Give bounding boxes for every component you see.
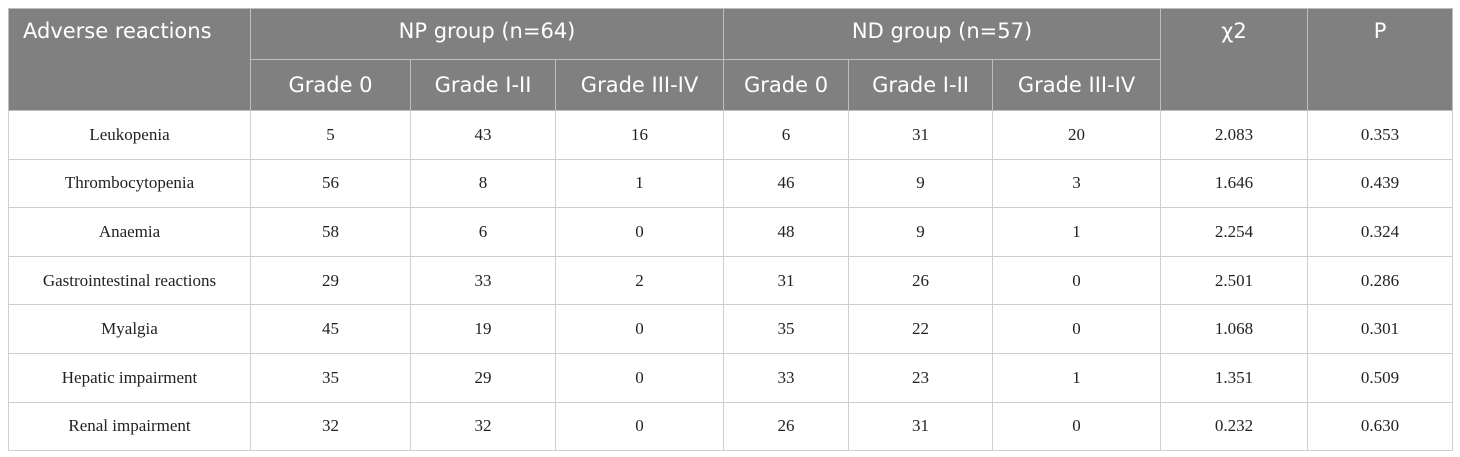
table-row: Myalgia 45 19 0 35 22 0 1.068 0.301: [8, 304, 1454, 354]
table-cell: 32: [410, 401, 556, 452]
group-header: ND group (n=57): [723, 8, 1162, 60]
table-cell: 29: [410, 352, 556, 403]
row-label: Myalgia: [8, 304, 251, 354]
table-cell: 0.439: [1307, 158, 1454, 209]
table-cell: 1.351: [1160, 352, 1309, 403]
table-cell: 0: [554, 207, 725, 257]
table-cell: 0.324: [1307, 207, 1454, 257]
table-cell: 0: [992, 304, 1162, 354]
table-cell: 16: [554, 110, 725, 160]
table-row: Leukopenia 5 43 16 6 31 20 2.083 0.353: [8, 110, 1454, 160]
header-cell: P: [1307, 8, 1454, 111]
table-cell: 26: [848, 255, 994, 306]
table-cell: 22: [848, 304, 994, 354]
table-cell: 0: [554, 401, 725, 452]
table-cell: 26: [723, 401, 850, 452]
table-cell: 32: [250, 401, 411, 452]
table-cell: 3: [992, 158, 1162, 209]
table-cell: 46: [723, 158, 850, 209]
table-cell: 6: [723, 110, 850, 160]
grade-header: Grade III-IV: [992, 59, 1162, 111]
table-cell: 9: [848, 158, 994, 209]
table-cell: 43: [410, 110, 556, 160]
table-cell: 2: [554, 255, 725, 306]
table-row: Gastrointestinal reactions 29 33 2 31 26 0 2.50…: [8, 255, 1454, 306]
table-cell: 33: [410, 255, 556, 306]
table-cell: 0.286: [1307, 255, 1454, 306]
table-row: Hepatic impairment 35 29 0 33 23 1 1.351 0.509: [8, 352, 1454, 403]
header-cell: χ2: [1160, 8, 1309, 111]
table-cell: 6: [410, 207, 556, 257]
table-cell: 0.353: [1307, 110, 1454, 160]
table-cell: 45: [250, 304, 411, 354]
table-cell: 19: [410, 304, 556, 354]
table-row: Thrombocytopenia 56 8 1 46 9 3 1.646 0.439: [8, 158, 1454, 209]
table-cell: 0.301: [1307, 304, 1454, 354]
table-cell: 33: [723, 352, 850, 403]
table-cell: 23: [848, 352, 994, 403]
grade-header: Grade I-II: [410, 59, 556, 111]
table-cell: 35: [250, 352, 411, 403]
table-cell: 9: [848, 207, 994, 257]
table-cell: 5: [250, 110, 411, 160]
table-cell: 8: [410, 158, 556, 209]
table-cell: 35: [723, 304, 850, 354]
table-cell: 2.254: [1160, 207, 1309, 257]
table-cell: 31: [723, 255, 850, 306]
table-cell: 31: [848, 110, 994, 160]
table-cell: 1.068: [1160, 304, 1309, 354]
table-cell: 2.501: [1160, 255, 1309, 306]
table-cell: 0: [554, 304, 725, 354]
table-cell: 1.646: [1160, 158, 1309, 209]
table-row: Anaemia 58 6 0 48 9 1 2.254 0.324: [8, 207, 1454, 257]
table-cell: 0.509: [1307, 352, 1454, 403]
table-cell: 0.232: [1160, 401, 1309, 452]
table-cell: 0.630: [1307, 401, 1454, 452]
table-cell: 1: [992, 207, 1162, 257]
table-cell: 1: [554, 158, 725, 209]
row-label: Hepatic impairment: [8, 352, 251, 403]
table: Adverse reactions NP group (n=64) ND gro…: [8, 8, 1454, 452]
group-header: NP group (n=64): [249, 8, 725, 60]
row-label: Gastrointestinal reactions: [8, 255, 251, 306]
grade-header: Grade 0: [250, 59, 411, 111]
grade-header: Grade 0: [723, 59, 850, 111]
row-label: Anaemia: [8, 207, 251, 257]
table-cell: 58: [250, 207, 411, 257]
row-label: Thrombocytopenia: [8, 158, 251, 209]
table-cell: 56: [250, 158, 411, 209]
table-cell: 31: [848, 401, 994, 452]
table-cell: 0: [554, 352, 725, 403]
row-label: Leukopenia: [8, 110, 251, 160]
table-cell: 0: [992, 255, 1162, 306]
grade-header: Grade III-IV: [554, 59, 725, 111]
table-cell: 2.083: [1160, 110, 1309, 160]
table-cell: 0: [992, 401, 1162, 452]
grade-header: Grade I-II: [848, 59, 994, 111]
table-cell: 1: [992, 352, 1162, 403]
row-label: Renal impairment: [8, 401, 251, 452]
table-cell: 48: [723, 207, 850, 257]
table-cell: 29: [250, 255, 411, 306]
header-cell: Adverse reactions: [8, 8, 251, 111]
table-cell: 20: [992, 110, 1162, 160]
table-row: Renal impairment 32 32 0 26 31 0 0.232 0.630: [8, 401, 1454, 452]
